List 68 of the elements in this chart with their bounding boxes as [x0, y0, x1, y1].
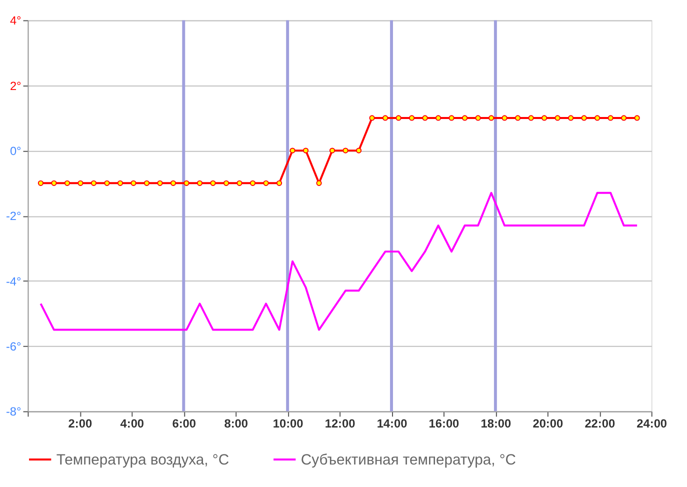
- x-tick-label: 6:00: [172, 416, 196, 431]
- point: [621, 115, 627, 121]
- point: [78, 180, 84, 186]
- line-series: [40, 192, 638, 331]
- point: [382, 115, 388, 121]
- point: [276, 180, 282, 186]
- x-tick-label: 4:00: [120, 416, 144, 431]
- point: [316, 180, 322, 186]
- point: [475, 115, 481, 121]
- point: [144, 180, 150, 186]
- point: [369, 115, 375, 121]
- y-tick-label: -6°: [6, 340, 22, 354]
- point: [581, 115, 587, 121]
- point: [51, 180, 57, 186]
- point: [170, 180, 176, 186]
- y-tick-label: -4°: [6, 274, 22, 288]
- y-tick-label: -8°: [6, 404, 22, 419]
- point: [302, 148, 309, 154]
- y-tick-label: 0°: [10, 144, 22, 158]
- y-tick-label: 2°: [10, 78, 22, 93]
- point: [541, 115, 548, 121]
- y-tick-label: -2°: [6, 209, 22, 224]
- legend-label: Субъективная температура, °C: [300, 452, 516, 468]
- point: [117, 180, 124, 186]
- point: [435, 115, 442, 121]
- point: [250, 180, 256, 186]
- point: [130, 180, 136, 186]
- x-tick-label: 22:00: [584, 416, 616, 431]
- point: [64, 180, 70, 186]
- point: [38, 180, 44, 186]
- x-tick-label: 2:00: [68, 416, 92, 431]
- x-tick-label: 8:00: [224, 416, 248, 431]
- x-tick-label: 16:00: [428, 416, 460, 431]
- point: [422, 115, 428, 121]
- x-tick-label: 12:00: [324, 416, 356, 431]
- point: [356, 148, 362, 154]
- point: [329, 148, 336, 154]
- y-tick-label: 4°: [10, 14, 22, 28]
- point: [396, 115, 402, 121]
- point: [223, 180, 230, 186]
- x-tick-label: 20:00: [532, 416, 564, 431]
- point: [514, 115, 521, 121]
- point: [554, 115, 560, 121]
- point: [488, 115, 494, 121]
- point: [528, 115, 534, 121]
- point: [462, 115, 468, 121]
- point: [594, 115, 600, 121]
- point: [342, 148, 348, 154]
- point: [196, 180, 203, 186]
- legend-label: Температура воздуха, °C: [56, 452, 230, 468]
- point: [236, 180, 242, 186]
- x-tick-label: 24:00: [636, 416, 668, 431]
- point: [608, 115, 614, 121]
- x-tick-label: 18:00: [480, 416, 512, 431]
- point: [634, 115, 640, 121]
- point: [210, 180, 216, 186]
- x-tick-label: 14:00: [376, 416, 408, 431]
- point: [290, 148, 296, 154]
- x-tick-label: 10:00: [272, 416, 304, 431]
- point: [448, 115, 454, 121]
- point: [568, 115, 574, 121]
- point: [104, 180, 110, 186]
- point: [157, 180, 163, 186]
- point: [90, 180, 97, 186]
- point: [263, 180, 269, 186]
- point: [408, 115, 415, 121]
- point: [184, 180, 190, 186]
- point: [502, 115, 508, 121]
